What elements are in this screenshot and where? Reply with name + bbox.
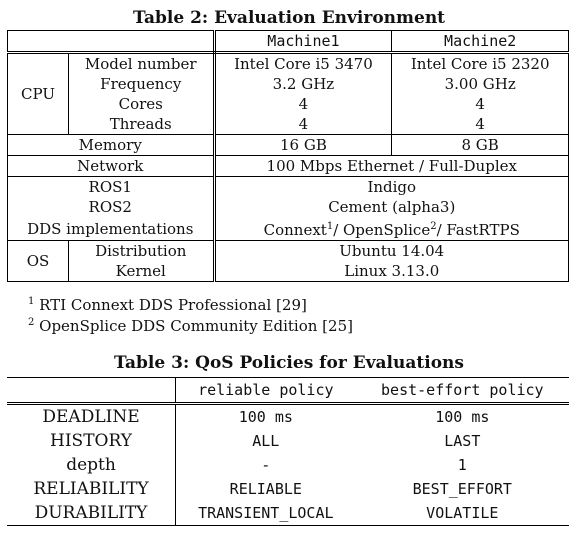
row-label: Model number — [68, 52, 216, 74]
cell-reliable: TRANSIENT_LOCAL — [198, 504, 334, 522]
cell-value: Connext1/ OpenSplice2/ FastRTPS — [213, 217, 569, 241]
dds-fastrtps: / FastRTPS — [436, 221, 520, 239]
row-label: HISTORY — [7, 429, 176, 453]
cell-reliable: 100 ms — [238, 408, 293, 426]
cell-best-effort: LAST — [444, 432, 481, 450]
cell-m1: 4 — [213, 94, 393, 114]
row-label: Kernel — [68, 261, 216, 282]
header-blank — [7, 377, 176, 405]
dds-row: DDS implementations Connext1/ OpenSplice… — [7, 217, 569, 241]
table3-caption: Table 3: QoS Policies for Evaluations — [114, 353, 464, 373]
os-label: OS — [7, 240, 69, 282]
row-label: depth — [7, 453, 176, 477]
footnote-mark: 2 — [28, 317, 35, 328]
cell-value: Ubuntu 14.04 — [213, 240, 569, 261]
cell-m2: 4 — [391, 114, 569, 135]
footnote-mark: 1 — [28, 296, 35, 307]
qos-row-history: HISTORY ALL LAST — [7, 429, 569, 453]
cell-m2: 4 — [391, 94, 569, 114]
cell-value: Indigo — [213, 176, 569, 197]
row-label: RELIABILITY — [7, 477, 176, 501]
footnote-mark: 1 — [326, 221, 334, 232]
cpu-label: CPU — [7, 52, 69, 135]
evaluation-environment-table: Machine1 Machine2 CPU Model number Intel… — [7, 30, 569, 282]
row-label: Distribution — [68, 240, 216, 261]
cpu-row-model: CPU Model number Intel Core i5 3470 Inte… — [7, 52, 569, 135]
ros1-row: ROS1 Indigo — [7, 176, 569, 197]
header-blank — [7, 30, 216, 54]
cell-reliable: ALL — [252, 432, 280, 450]
footnote-2: 2 OpenSplice DDS Community Edition [25] — [28, 317, 353, 335]
network-row: Network 100 Mbps Ethernet / Full-Duplex — [7, 155, 569, 177]
cpu-row-threads: Threads 4 4 — [8, 114, 569, 135]
qos-row-durability: DURABILITY TRANSIENT_LOCAL VOLATILE — [7, 501, 569, 526]
cell-m1: 4 — [213, 114, 393, 135]
row-label: DDS implementations — [7, 217, 216, 241]
cell-m2: Intel Core i5 2320 — [391, 52, 569, 74]
row-label: Frequency — [68, 74, 216, 94]
qos-row-deadline: DEADLINE 100 ms 100 ms — [7, 403, 569, 429]
qos-row-reliability: RELIABILITY RELIABLE BEST_EFFORT — [7, 477, 569, 501]
ros2-row: ROS2 Cement (alpha3) — [7, 197, 569, 217]
qos-row-depth: depth - 1 — [7, 453, 569, 477]
dds-opensplice: / OpenSplice — [333, 221, 431, 239]
footnote-1: 1 RTI Connext DDS Professional [29] — [28, 296, 307, 314]
cell-m2: 3.00 GHz — [391, 74, 569, 94]
table3-header-row: reliable policy best-effort policy — [7, 377, 569, 405]
cell-value: Cement (alpha3) — [213, 197, 569, 217]
cell-reliable: - — [261, 456, 271, 474]
os-row-distribution: OS Distribution Ubuntu 14.04 — [7, 240, 569, 282]
row-label: DEADLINE — [7, 403, 176, 429]
dds-connext: Connext — [263, 221, 327, 239]
cell-best-effort: 100 ms — [435, 408, 490, 426]
cell-best-effort: BEST_EFFORT — [412, 480, 512, 498]
cpu-row-frequency: Frequency 3.2 GHz 3.00 GHz — [8, 74, 569, 94]
qos-policies-table: reliable policy best-effort policy DEADL… — [7, 377, 569, 526]
cell-best-effort: 1 — [457, 456, 467, 474]
table2-header-row: Machine1 Machine2 — [7, 30, 569, 54]
cell-value: Linux 3.13.0 — [213, 261, 569, 282]
row-label: ROS1 — [7, 176, 216, 197]
footnote-text: RTI Connext DDS Professional [29] — [39, 296, 307, 314]
cell-reliable: RELIABLE — [229, 480, 302, 498]
table2-caption: Table 2: Evaluation Environment — [132, 8, 446, 28]
footnote-text: OpenSplice DDS Community Edition [25] — [39, 317, 353, 335]
cell-best-effort: VOLATILE — [426, 504, 499, 522]
cpu-row-cores: Cores 4 4 — [8, 94, 569, 114]
row-label: Network — [7, 155, 216, 177]
row-label: DURABILITY — [7, 501, 176, 526]
row-label: ROS2 — [7, 197, 216, 217]
os-row-kernel: Kernel Linux 3.13.0 — [8, 261, 569, 282]
row-label: Memory — [7, 134, 216, 156]
cell-m1: Intel Core i5 3470 — [213, 52, 393, 74]
header-best-effort: best-effort policy — [355, 377, 569, 405]
cell-value: 100 Mbps Ethernet / Full-Duplex — [213, 155, 569, 177]
cell-m2: 8 GB — [391, 134, 569, 156]
row-label: Threads — [68, 114, 216, 135]
memory-row: Memory 16 GB 8 GB — [7, 134, 569, 156]
row-label: Cores — [68, 94, 216, 114]
cell-m1: 16 GB — [213, 134, 393, 156]
footnote-mark: 2 — [430, 221, 437, 232]
header-reliable: reliable policy — [175, 377, 356, 405]
header-machine2: Machine2 — [391, 30, 569, 54]
cell-m1: 3.2 GHz — [213, 74, 393, 94]
header-machine1: Machine1 — [213, 30, 393, 54]
